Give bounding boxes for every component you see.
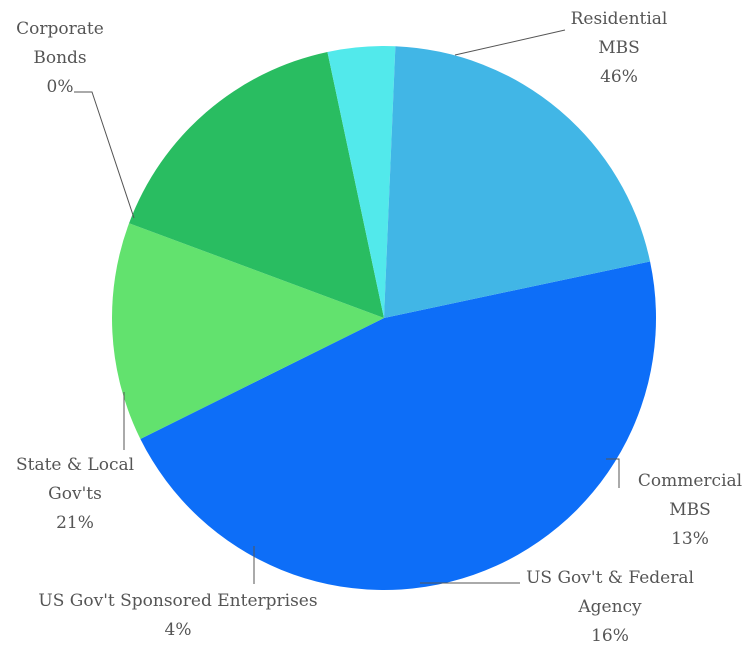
slice-value-label-us-gov-t-sponsored-enterprises: 4% bbox=[165, 620, 192, 640]
slice-label-us-gov-t-sponsored-enterprises: US Gov't Sponsored Enterprises bbox=[38, 591, 317, 611]
slice-label-residential-mbs: MBS bbox=[598, 38, 640, 58]
slice-label-corporate-bonds: Bonds bbox=[33, 48, 86, 68]
slice-label-corporate-bonds: Corporate bbox=[16, 19, 104, 39]
slice-value-label-corporate-bonds: 0% bbox=[47, 77, 74, 97]
slice-label-us-gov-t-federal-agency: Agency bbox=[577, 597, 642, 617]
slice-commercial-mbs[interactable] bbox=[112, 223, 385, 439]
slice-label-us-gov-t-federal-agency: US Gov't & Federal bbox=[526, 568, 694, 588]
slice-value-label-commercial-mbs: 13% bbox=[671, 529, 709, 549]
slice-state-local-gov-ts[interactable] bbox=[384, 46, 651, 319]
pie-labels: Residential MBS 46% Commercial MBS 13% US Gov'… bbox=[16, 9, 742, 645]
slice-label-commercial-mbs: Commercial bbox=[638, 471, 742, 491]
leader-line-residential-mbs bbox=[454, 29, 566, 56]
slice-label-state-local-gov-ts: Gov'ts bbox=[48, 484, 102, 504]
slice-us-gov-t-sponsored-enterprises[interactable] bbox=[327, 46, 396, 319]
leader-line-corporate-bonds bbox=[74, 91, 135, 219]
slice-value-label-residential-mbs: 46% bbox=[600, 67, 638, 87]
slice-label-state-local-gov-ts: State & Local bbox=[16, 455, 134, 475]
pie-slices bbox=[112, 46, 657, 590]
leader-line-commercial-mbs bbox=[606, 458, 620, 488]
slice-label-commercial-mbs: MBS bbox=[669, 500, 711, 520]
slice-label-residential-mbs: Residential bbox=[571, 9, 668, 29]
slice-value-label-us-gov-t-federal-agency: 16% bbox=[591, 626, 629, 645]
slice-us-gov-t-federal-agency[interactable] bbox=[129, 51, 384, 318]
slice-residential-mbs[interactable] bbox=[140, 261, 657, 590]
slice-value-label-state-local-gov-ts: 21% bbox=[56, 513, 94, 533]
